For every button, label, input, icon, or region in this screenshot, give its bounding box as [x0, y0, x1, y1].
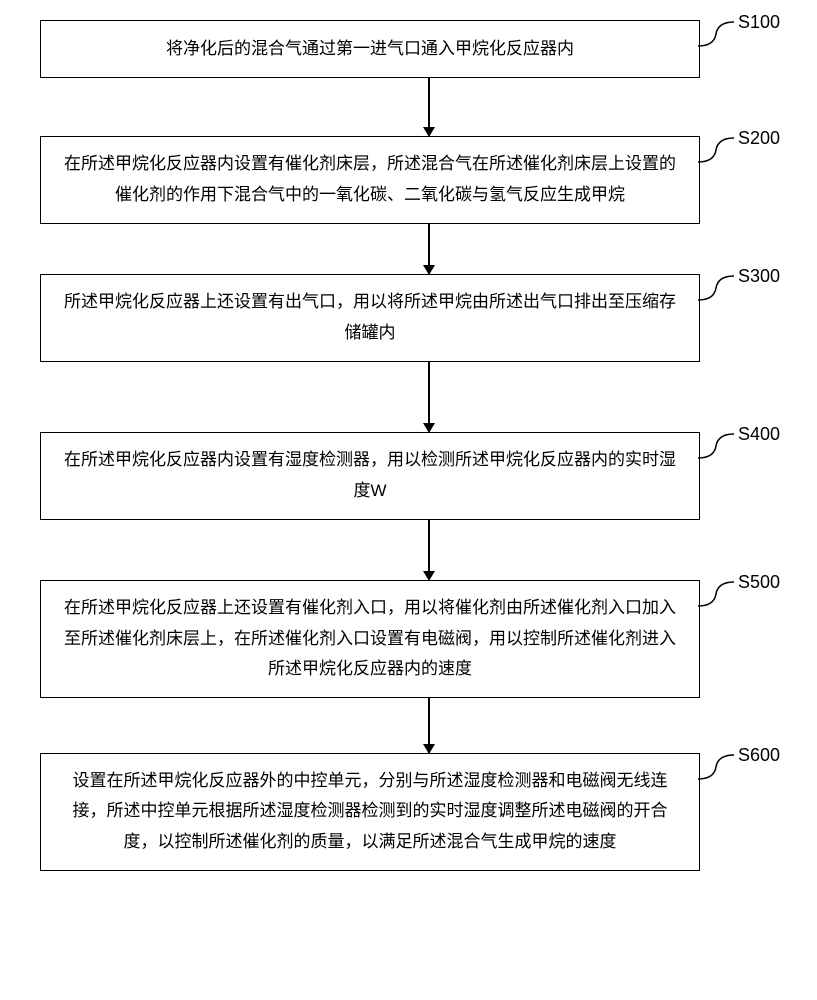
step-wrapper-s400: 在所述甲烷化反应器内设置有湿度检测器，用以检测所述甲烷化反应器内的实时湿度W S… — [0, 432, 817, 520]
step-text-s200: 在所述甲烷化反应器内设置有催化剂床层，所述混合气在所述催化剂床层上设置的催化剂的… — [61, 149, 679, 210]
step-wrapper-s100: 将净化后的混合气通过第一进气口通入甲烷化反应器内 S100 — [0, 20, 817, 78]
step-text-s600: 设置在所述甲烷化反应器外的中控单元，分别与所述湿度检测器和电磁阀无线连接，所述中… — [61, 766, 679, 858]
step-label-s300: S300 — [738, 266, 780, 287]
step-text-s400: 在所述甲烷化反应器内设置有湿度检测器，用以检测所述甲烷化反应器内的实时湿度W — [61, 445, 679, 506]
arrow-s200-s300 — [99, 224, 759, 274]
arrow-s100-s200 — [99, 78, 759, 136]
flowchart-container: 将净化后的混合气通过第一进气口通入甲烷化反应器内 S100 在所述甲烷化反应器内… — [0, 20, 817, 871]
curve-s500 — [696, 580, 736, 610]
step-label-s200: S200 — [738, 128, 780, 149]
step-box-s400: 在所述甲烷化反应器内设置有湿度检测器，用以检测所述甲烷化反应器内的实时湿度W — [40, 432, 700, 520]
step-label-s400: S400 — [738, 424, 780, 445]
step-box-s600: 设置在所述甲烷化反应器外的中控单元，分别与所述湿度检测器和电磁阀无线连接，所述中… — [40, 753, 700, 871]
step-wrapper-s200: 在所述甲烷化反应器内设置有催化剂床层，所述混合气在所述催化剂床层上设置的催化剂的… — [0, 136, 817, 224]
step-box-s500: 在所述甲烷化反应器上还设置有催化剂入口，用以将催化剂由所述催化剂入口加入至所述催… — [40, 580, 700, 698]
step-wrapper-s600: 设置在所述甲烷化反应器外的中控单元，分别与所述湿度检测器和电磁阀无线连接，所述中… — [0, 753, 817, 871]
arrow-s300-s400 — [99, 362, 759, 432]
step-label-s600: S600 — [738, 745, 780, 766]
step-label-s100: S100 — [738, 12, 780, 33]
step-text-s300: 所述甲烷化反应器上还设置有出气口，用以将所述甲烷由所述出气口排出至压缩存储罐内 — [61, 287, 679, 348]
arrow-s400-s500 — [99, 520, 759, 580]
curve-s100 — [696, 20, 736, 50]
step-wrapper-s300: 所述甲烷化反应器上还设置有出气口，用以将所述甲烷由所述出气口排出至压缩存储罐内 … — [0, 274, 817, 362]
step-label-s500: S500 — [738, 572, 780, 593]
step-wrapper-s500: 在所述甲烷化反应器上还设置有催化剂入口，用以将催化剂由所述催化剂入口加入至所述催… — [0, 580, 817, 698]
step-box-s300: 所述甲烷化反应器上还设置有出气口，用以将所述甲烷由所述出气口排出至压缩存储罐内 — [40, 274, 700, 362]
step-text-s500: 在所述甲烷化反应器上还设置有催化剂入口，用以将催化剂由所述催化剂入口加入至所述催… — [61, 593, 679, 685]
step-box-s200: 在所述甲烷化反应器内设置有催化剂床层，所述混合气在所述催化剂床层上设置的催化剂的… — [40, 136, 700, 224]
curve-s300 — [696, 274, 736, 304]
arrow-s500-s600 — [99, 698, 759, 753]
curve-s400 — [696, 432, 736, 462]
step-box-s100: 将净化后的混合气通过第一进气口通入甲烷化反应器内 — [40, 20, 700, 78]
curve-s200 — [696, 136, 736, 166]
curve-s600 — [696, 753, 736, 783]
step-text-s100: 将净化后的混合气通过第一进气口通入甲烷化反应器内 — [166, 34, 574, 65]
